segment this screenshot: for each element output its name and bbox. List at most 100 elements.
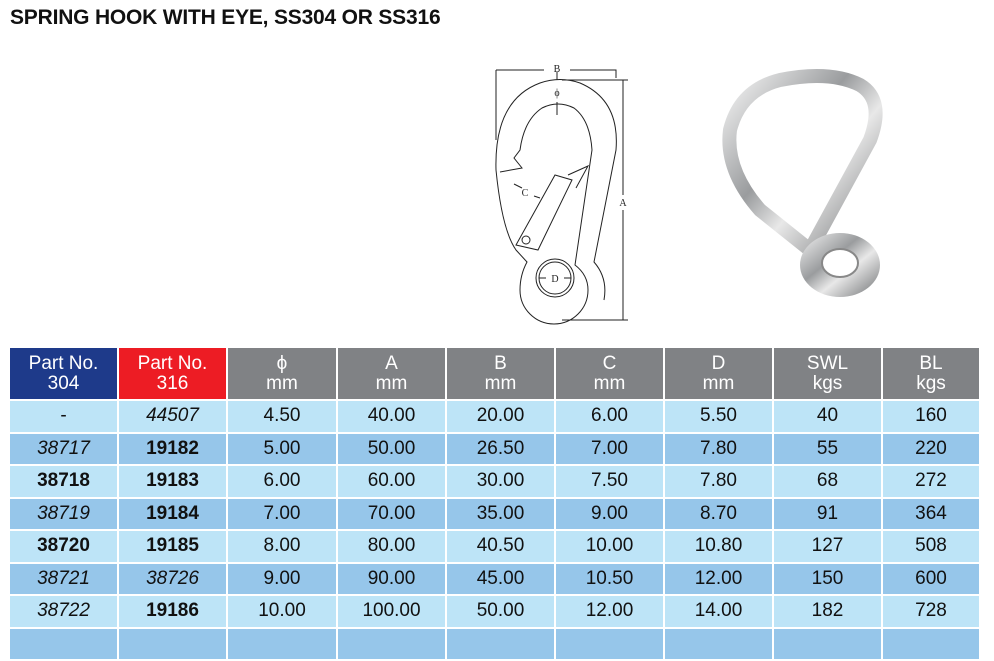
cell-swl: 182 xyxy=(773,595,883,629)
header-line2: 304 xyxy=(47,372,80,394)
table-row: 38721 38726 9.00 90.00 45.00 10.50 12.00 150 600 xyxy=(10,562,981,596)
cell-bl: 220 xyxy=(882,432,981,466)
header-line1: B xyxy=(494,352,507,374)
cell-empty xyxy=(882,627,981,661)
header-line1: D xyxy=(711,352,726,374)
label-a: A xyxy=(619,198,627,209)
cell-phi: 8.00 xyxy=(227,530,338,564)
cell-part-no-304: 38717 xyxy=(10,432,119,466)
cell-empty xyxy=(227,627,338,661)
cell-a: 80.00 xyxy=(337,530,447,564)
cell-phi: 10.00 xyxy=(227,595,338,629)
label-b: B xyxy=(554,64,561,75)
table-row: 38720 19185 8.00 80.00 40.50 10.00 10.80 127 508 xyxy=(10,530,981,564)
cell-b: 30.00 xyxy=(446,465,556,499)
cell-c: 7.00 xyxy=(555,432,665,466)
cell-swl: 55 xyxy=(773,432,883,466)
header-swl: SWL kgs xyxy=(773,348,883,401)
cell-c: 9.00 xyxy=(555,497,665,531)
cell-d: 5.50 xyxy=(664,400,774,434)
page-title: SPRING HOOK WITH EYE, SS304 OR SS316 xyxy=(10,6,441,29)
cell-b: 35.00 xyxy=(446,497,556,531)
header-bl: BL kgs xyxy=(882,348,981,401)
cell-empty xyxy=(10,627,119,661)
header-line1: Part No. xyxy=(28,352,99,374)
header-line2: 316 xyxy=(156,372,189,394)
cell-part-no-316: 19186 xyxy=(118,595,228,629)
header-line1: Part No. xyxy=(137,352,208,374)
table-row: 38718 19183 6.00 60.00 30.00 7.50 7.80 68 272 xyxy=(10,465,981,499)
header-line1: A xyxy=(385,352,398,374)
cell-a: 90.00 xyxy=(337,562,447,596)
cell-phi: 9.00 xyxy=(227,562,338,596)
cell-d: 8.70 xyxy=(664,497,774,531)
cell-part-no-316: 19182 xyxy=(118,432,228,466)
label-c: C xyxy=(522,188,529,199)
header-line1: SWL xyxy=(806,352,849,374)
cell-bl: 508 xyxy=(882,530,981,564)
cell-part-no-304: 38722 xyxy=(10,595,119,629)
header-line2: mm xyxy=(266,372,298,394)
cell-bl: 728 xyxy=(882,595,981,629)
cell-a: 60.00 xyxy=(337,465,447,499)
cell-empty xyxy=(118,627,228,661)
cell-swl: 40 xyxy=(773,400,883,434)
cell-bl: 160 xyxy=(882,400,981,434)
cell-c: 10.50 xyxy=(555,562,665,596)
hook-dimension-diagram: B ϕ A C D xyxy=(495,64,628,325)
cell-d: 7.80 xyxy=(664,432,774,466)
cell-a: 40.00 xyxy=(337,400,447,434)
cell-swl: 91 xyxy=(773,497,883,531)
cell-phi: 6.00 xyxy=(227,465,338,499)
cell-empty xyxy=(773,627,883,661)
cell-phi: 7.00 xyxy=(227,497,338,531)
cell-d: 12.00 xyxy=(664,562,774,596)
hook-photo xyxy=(722,69,883,297)
header-line2: mm xyxy=(593,372,626,394)
cell-c: 6.00 xyxy=(555,400,665,434)
cell-b: 45.00 xyxy=(446,562,556,596)
cell-bl: 600 xyxy=(882,562,981,596)
cell-phi: 4.50 xyxy=(227,400,338,434)
table-row: 38719 19184 7.00 70.00 35.00 9.00 8.70 91 364 xyxy=(10,497,981,531)
cell-d: 7.80 xyxy=(664,465,774,499)
cell-d: 14.00 xyxy=(664,595,774,629)
header-line2: mm xyxy=(375,372,408,394)
header-line1: BL xyxy=(919,352,943,374)
cell-swl: 150 xyxy=(773,562,883,596)
cell-part-no-304: 38720 xyxy=(10,530,119,564)
header-part-no-316: Part No. 316 xyxy=(118,348,228,401)
cell-part-no-316: 38726 xyxy=(118,562,228,596)
header-phi: ϕ mm xyxy=(227,348,338,401)
cell-d: 10.80 xyxy=(664,530,774,564)
table-row: -44507 4.50 40.00 20.00 6.00 5.50 40 160 xyxy=(10,400,981,434)
cell-c: 10.00 xyxy=(555,530,665,564)
table-row-partial xyxy=(10,627,981,661)
header-line1: C xyxy=(602,352,617,374)
cell-a: 100.00 xyxy=(337,595,447,629)
cell-bl: 364 xyxy=(882,497,981,531)
cell-swl: 127 xyxy=(773,530,883,564)
cell-c: 12.00 xyxy=(555,595,665,629)
cell-empty xyxy=(337,627,447,661)
cell-b: 20.00 xyxy=(446,400,556,434)
cell-empty xyxy=(664,627,774,661)
cell-b: 40.50 xyxy=(446,530,556,564)
cell-empty xyxy=(555,627,665,661)
cell-part-no-304: 38718 xyxy=(10,465,119,499)
label-phi: ϕ xyxy=(554,88,559,99)
header-line2: mm xyxy=(484,372,517,394)
cell-bl: 272 xyxy=(882,465,981,499)
cell-empty xyxy=(446,627,556,661)
cell-part-no-316: 44507 xyxy=(118,400,228,434)
cell-b: 50.00 xyxy=(446,595,556,629)
cell-phi: 5.00 xyxy=(227,432,338,466)
header-line2: mm xyxy=(702,372,735,394)
cell-part-no-304: 38719 xyxy=(10,497,119,531)
header-line2: kgs xyxy=(812,372,843,394)
